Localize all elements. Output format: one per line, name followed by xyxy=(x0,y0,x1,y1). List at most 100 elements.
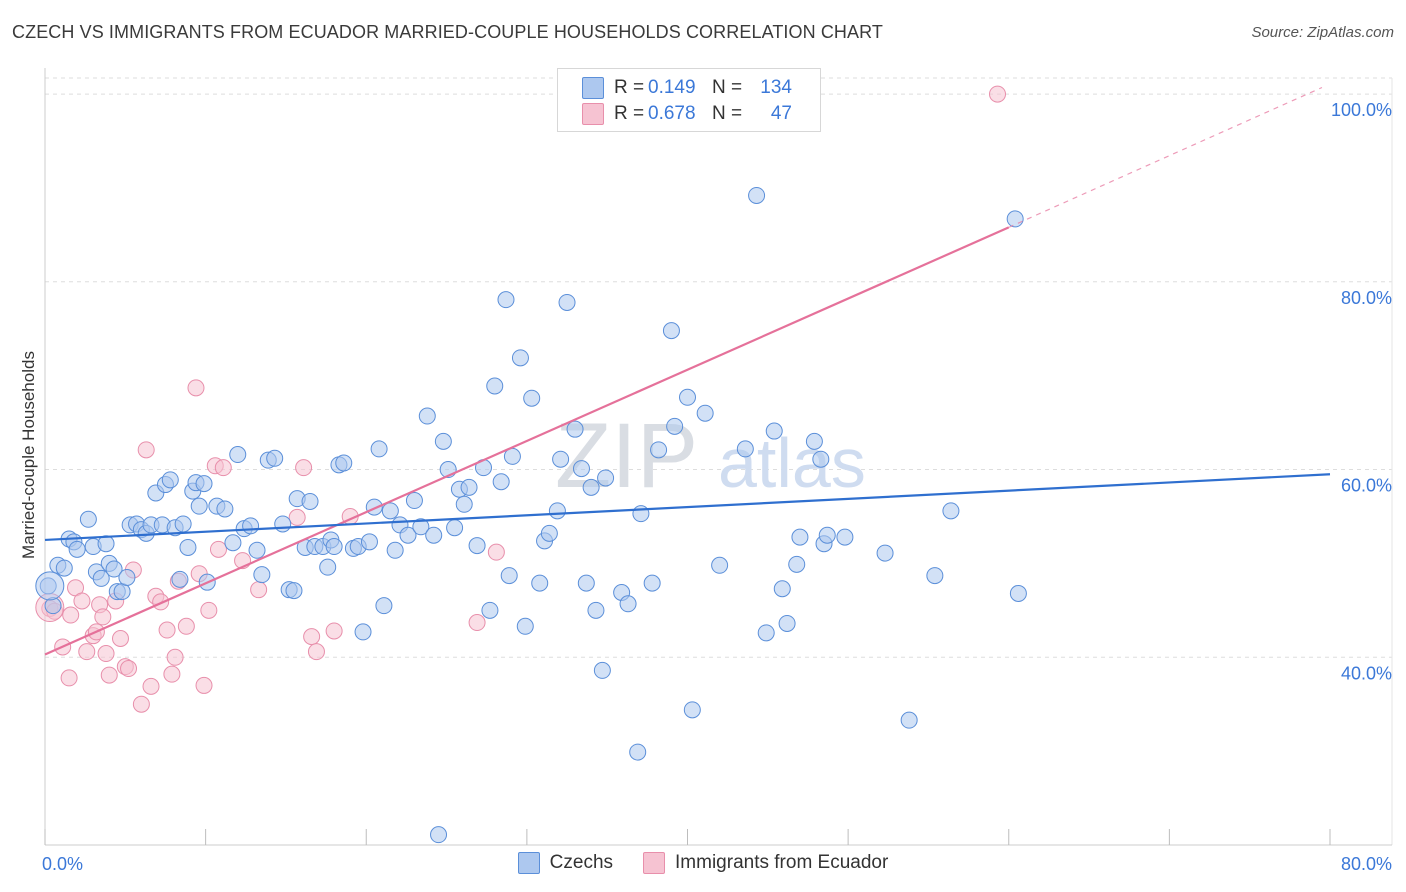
czech-point xyxy=(500,567,518,585)
czech-point xyxy=(412,518,430,536)
czech-point xyxy=(319,558,337,576)
czech-point xyxy=(113,583,131,601)
ecuador-point xyxy=(142,677,160,695)
czech-point xyxy=(926,567,944,585)
source-label: Source: ZipAtlas.com xyxy=(1251,24,1394,41)
czech-point xyxy=(253,566,271,584)
czech-point xyxy=(171,570,189,588)
czech-point xyxy=(1006,210,1024,228)
czech-point xyxy=(105,560,123,578)
czech-point-cluster xyxy=(35,571,65,601)
czech-point xyxy=(548,502,566,520)
ecuador-point xyxy=(288,508,306,526)
tick-labels: 40.0% 60.0% 80.0% 100.0% 0.0% 80.0% xyxy=(42,100,1392,874)
czech-point xyxy=(381,502,399,520)
czech-point xyxy=(301,492,319,510)
grid-layer xyxy=(45,77,1393,845)
czech-point xyxy=(179,538,197,556)
czech-point xyxy=(629,743,647,761)
ecuador-point xyxy=(195,676,213,694)
czech-point xyxy=(492,473,510,491)
czechs-swatch xyxy=(517,852,540,874)
ecuador-point xyxy=(100,666,118,684)
y-tick-label: 40.0% xyxy=(1341,663,1392,683)
czech-point xyxy=(434,432,452,450)
ecuador-point xyxy=(78,643,96,661)
czech-point xyxy=(662,322,680,340)
czech-point xyxy=(666,417,684,435)
czech-point xyxy=(679,388,696,406)
czech-point xyxy=(174,515,192,533)
ecuador-point xyxy=(200,601,218,619)
czech-point xyxy=(582,478,600,496)
czech-point xyxy=(791,528,809,546)
czech-point xyxy=(229,446,247,464)
czech-point xyxy=(266,449,284,467)
legend-item-czechs[interactable]: Czechs xyxy=(517,852,613,874)
czech-point xyxy=(190,497,208,515)
czech-point xyxy=(224,534,242,552)
ecuador-point xyxy=(166,648,184,666)
y-tick-label: 100.0% xyxy=(1331,100,1392,120)
y-tick-label: 60.0% xyxy=(1341,476,1392,496)
axis-layer xyxy=(44,68,1392,846)
watermark: ZIP atlas xyxy=(555,405,866,507)
czech-point xyxy=(481,601,499,619)
czech-point xyxy=(285,582,303,600)
ecuador-trend-extension xyxy=(1008,86,1323,228)
ecuador-point xyxy=(187,379,205,397)
czech-point xyxy=(216,500,234,518)
ecuador-point xyxy=(487,543,505,561)
ecuador-point xyxy=(307,643,325,661)
ecuador-point xyxy=(989,85,1007,103)
czech-point xyxy=(375,597,393,615)
czech-point xyxy=(572,460,590,478)
czech-point xyxy=(876,544,894,562)
czech-point xyxy=(1009,584,1027,602)
czech-point xyxy=(446,519,464,537)
ecuador-point xyxy=(158,621,176,639)
czechs-swatch xyxy=(582,77,604,99)
czech-point xyxy=(765,422,783,440)
czech-point xyxy=(360,533,378,551)
czech-point xyxy=(558,293,576,311)
ecuador-point xyxy=(209,540,227,558)
czech-point xyxy=(643,574,661,592)
ecuador-point xyxy=(325,622,343,640)
ecuador-point xyxy=(303,628,321,646)
legend-label-ecuador: Immigrants from Ecuador xyxy=(675,852,889,873)
r-label: R = xyxy=(614,103,645,124)
czech-point xyxy=(242,517,260,535)
legend-item-ecuador[interactable]: Immigrants from Ecuador xyxy=(643,852,888,874)
ecuador-point xyxy=(120,660,138,678)
czech-point xyxy=(97,535,115,553)
chart-title: CZECH VS IMMIGRANTS FROM ECUADOR MARRIED… xyxy=(12,22,884,42)
n-label: N = xyxy=(712,103,743,124)
n-value: 47 xyxy=(770,103,792,124)
czech-point xyxy=(619,595,637,613)
czech-point xyxy=(566,420,584,438)
n-value: 134 xyxy=(760,77,792,98)
czech-point xyxy=(773,580,791,598)
stats-legend: R = 0.149 N = 134 R = 0.678 N = 47 xyxy=(557,68,821,132)
czech-point xyxy=(418,407,436,425)
ecuador-point xyxy=(94,608,112,626)
czech-point xyxy=(455,495,473,513)
czech-point xyxy=(683,701,701,719)
ecuador-point xyxy=(62,606,80,624)
czech-point xyxy=(552,450,570,468)
y-axis-label: Married-couple Households xyxy=(19,351,38,559)
r-label: R = xyxy=(614,77,645,98)
czech-point xyxy=(778,614,796,632)
czech-point xyxy=(757,624,775,642)
n-label: N = xyxy=(712,77,743,98)
czech-point xyxy=(425,526,443,544)
ecuador-point xyxy=(214,459,232,477)
czech-point xyxy=(812,450,830,468)
czech-points xyxy=(35,186,1027,844)
czech-point xyxy=(118,568,136,586)
ecuador-point xyxy=(137,441,155,459)
trend-lines xyxy=(44,86,1331,656)
czech-point xyxy=(696,404,714,422)
ecuador-point xyxy=(177,617,195,635)
